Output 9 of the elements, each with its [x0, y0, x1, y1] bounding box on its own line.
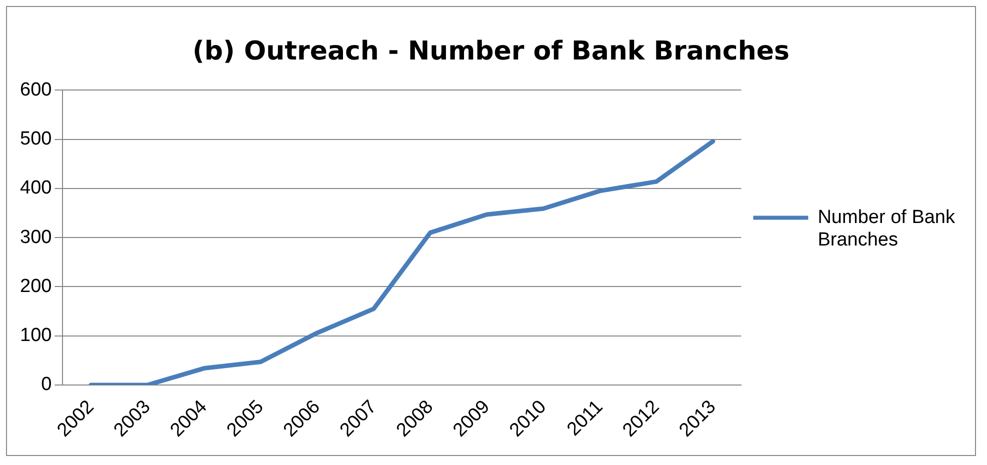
y-tick-label: 400 — [20, 178, 52, 199]
y-tick-label: 600 — [20, 79, 52, 100]
y-tick-label: 100 — [20, 325, 52, 346]
chart-title: (b) Outreach - Number of Bank Branches — [192, 36, 790, 66]
y-tick-label: 200 — [20, 276, 52, 297]
y-tick-label: 500 — [20, 128, 52, 150]
y-tick-label: 300 — [20, 226, 52, 248]
y-tick-label: 0 — [41, 374, 52, 396]
legend-label: Number of Bank Branches — [818, 206, 956, 251]
